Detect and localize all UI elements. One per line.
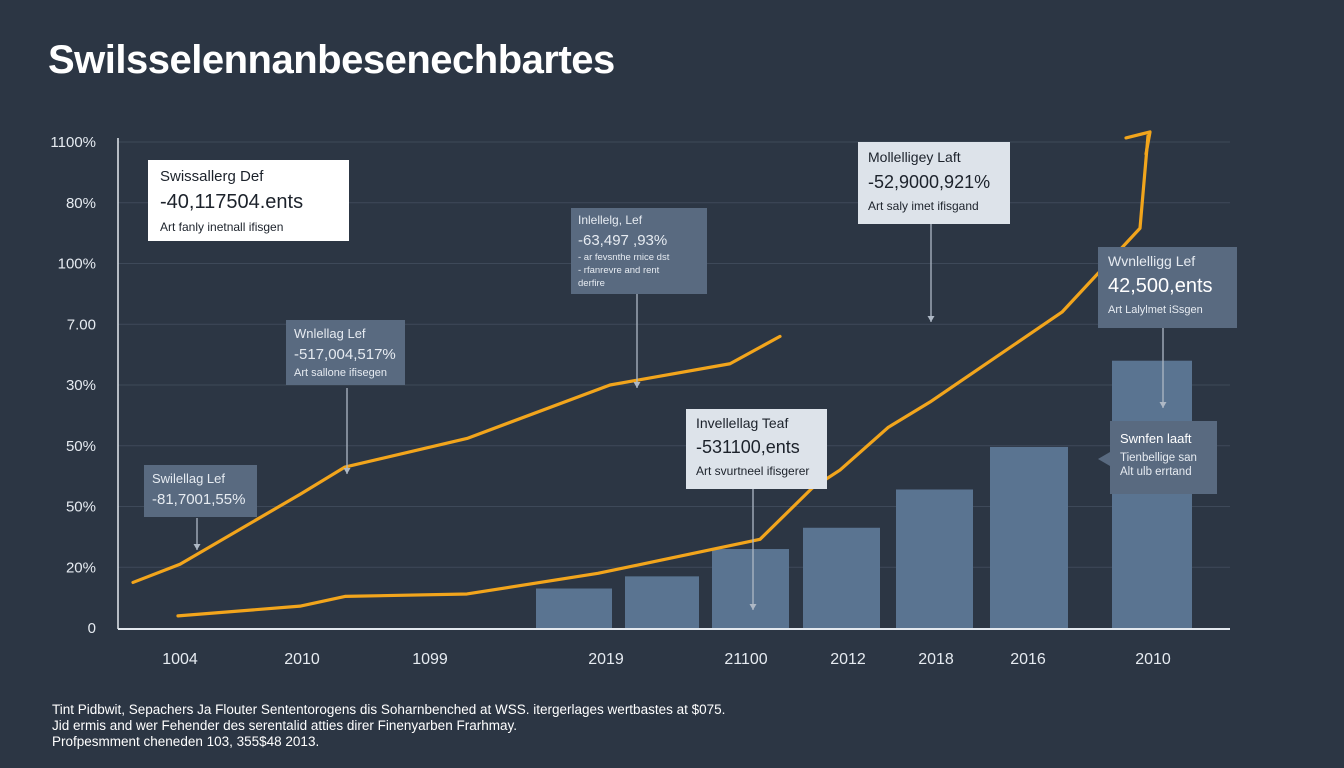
x-tick-label: 2018 (918, 651, 954, 668)
callout-sub: - ar fevsnthe rnice dst (578, 252, 670, 263)
callout-header: Mollelligey Laft (868, 149, 961, 165)
y-tick-label: 30% (66, 377, 96, 394)
bars (536, 360, 1192, 628)
callout-sub: Art fanly inetnall ifisgen (160, 220, 284, 234)
y-tick-label: 0 (88, 620, 96, 637)
callout-6: Mollelligey Laft -52,9000,921% Art saly … (858, 142, 1010, 224)
callout-value: -531100,ents (696, 437, 800, 457)
callout-3: Swilellag Lef -81,7001,55% (144, 465, 257, 517)
chart-title: Swilsselennanbesenechbartes (48, 38, 615, 82)
bar (896, 489, 973, 628)
series-line (176, 134, 1150, 618)
y-tick-label: 7.00 (67, 316, 96, 333)
y-tick-label: 100% (58, 256, 96, 273)
bar (1112, 360, 1192, 628)
axes: 0 20% 50% 50% 30% 7.00 100% 80% 1100% 1004 2010 109… (50, 134, 1230, 668)
x-tick-label: 1004 (162, 651, 198, 668)
callout-value: -517,004,517% (294, 346, 396, 363)
callout-notch (1098, 452, 1110, 466)
callout-value: -52,9000,921% (868, 172, 991, 192)
callout-arrows (193, 224, 1167, 610)
callout-sub: Art Lalylmet iSsgen (1108, 304, 1203, 316)
series-line (131, 334, 782, 585)
callout-7: Wvnlelligg Lef 42,500,ents Art Lalylmet … (1098, 247, 1237, 328)
bar (803, 527, 880, 628)
callout-sub: Art sallone ifisegen (294, 367, 387, 379)
bar (625, 576, 699, 628)
callout-value: 42,500,ents (1108, 275, 1213, 297)
callout-value: -63,497 ,93% (578, 232, 668, 249)
callout-header: Invellellag Teaf (696, 415, 789, 431)
bar (990, 446, 1068, 628)
callout-8: Swnfen laaft Tienbellige san Alt ulb err… (1110, 421, 1217, 494)
footer-note: Tint Pidbwit, Sepachers Ja Flouter Sente… (52, 702, 725, 750)
callout-5: Invellellag Teaf -531100,ents Art svurtn… (686, 409, 827, 489)
y-tick-label: 50% (66, 499, 96, 516)
callout-header: Swissallerg Def (160, 168, 264, 185)
callout-header: Wvnlelligg Lef (1108, 253, 1196, 269)
footer-line: Profpesmment cheneden 103, 355$48 2013. (52, 734, 320, 749)
callout-sub: Art svurtneel ifisgerer (696, 464, 810, 478)
pointer-tip (193, 544, 201, 550)
footer-line: Jid ermis and wer Fehender des serentali… (52, 718, 517, 733)
x-tick-label: 2016 (1010, 651, 1046, 668)
x-tick-label: 21100 (724, 651, 767, 668)
callout-sub: - rfanrevre and rent (578, 265, 660, 276)
callout-header: Swilellag Lef (152, 471, 225, 486)
y-tick-label: 20% (66, 559, 96, 576)
pointer-tip (927, 316, 935, 322)
x-tick-label: 2012 (830, 651, 866, 668)
y-tick-label: 80% (66, 195, 96, 212)
x-tick-label: 2010 (1135, 651, 1171, 668)
callout-sub: derfire (578, 278, 605, 289)
lines (131, 130, 1152, 618)
callout-1: Swissallerg Def -40,117504.ents Art fanl… (148, 160, 349, 241)
callout-header: Inlellelg, Lef (578, 213, 643, 227)
callout-4: Inlellelg, Lef -63,497 ,93% - ar fevsnth… (571, 208, 707, 294)
callout-value: -81,7001,55% (152, 491, 246, 508)
y-tick-label: 1100% (50, 134, 96, 151)
callout-value: -40,117504.ents (160, 191, 304, 213)
bar (536, 588, 612, 628)
x-tick-label: 2019 (588, 651, 624, 668)
callout-2: Wnlellag Lef -517,004,517% Art sallone i… (286, 320, 405, 385)
callout-sub: Alt ulb errtand (1120, 466, 1192, 478)
pointer-tip (343, 468, 351, 474)
callout-sub: Tienbellige san (1120, 452, 1197, 464)
arrow-head (1124, 130, 1152, 156)
y-tick-label: 50% (66, 438, 96, 455)
x-tick-label: 1099 (412, 651, 448, 668)
pointer-tip (633, 382, 641, 388)
callout-header: Swnfen laaft (1120, 431, 1192, 446)
pointer-tip (749, 604, 757, 610)
footer-line: Tint Pidbwit, Sepachers Ja Flouter Sente… (52, 702, 726, 717)
callout-header: Wnlellag Lef (294, 326, 366, 341)
x-tick-label: 2010 (284, 651, 320, 668)
callout-sub: Art saly imet ifisgand (868, 199, 979, 213)
bar (712, 549, 789, 628)
pointer-tip (1159, 402, 1167, 408)
